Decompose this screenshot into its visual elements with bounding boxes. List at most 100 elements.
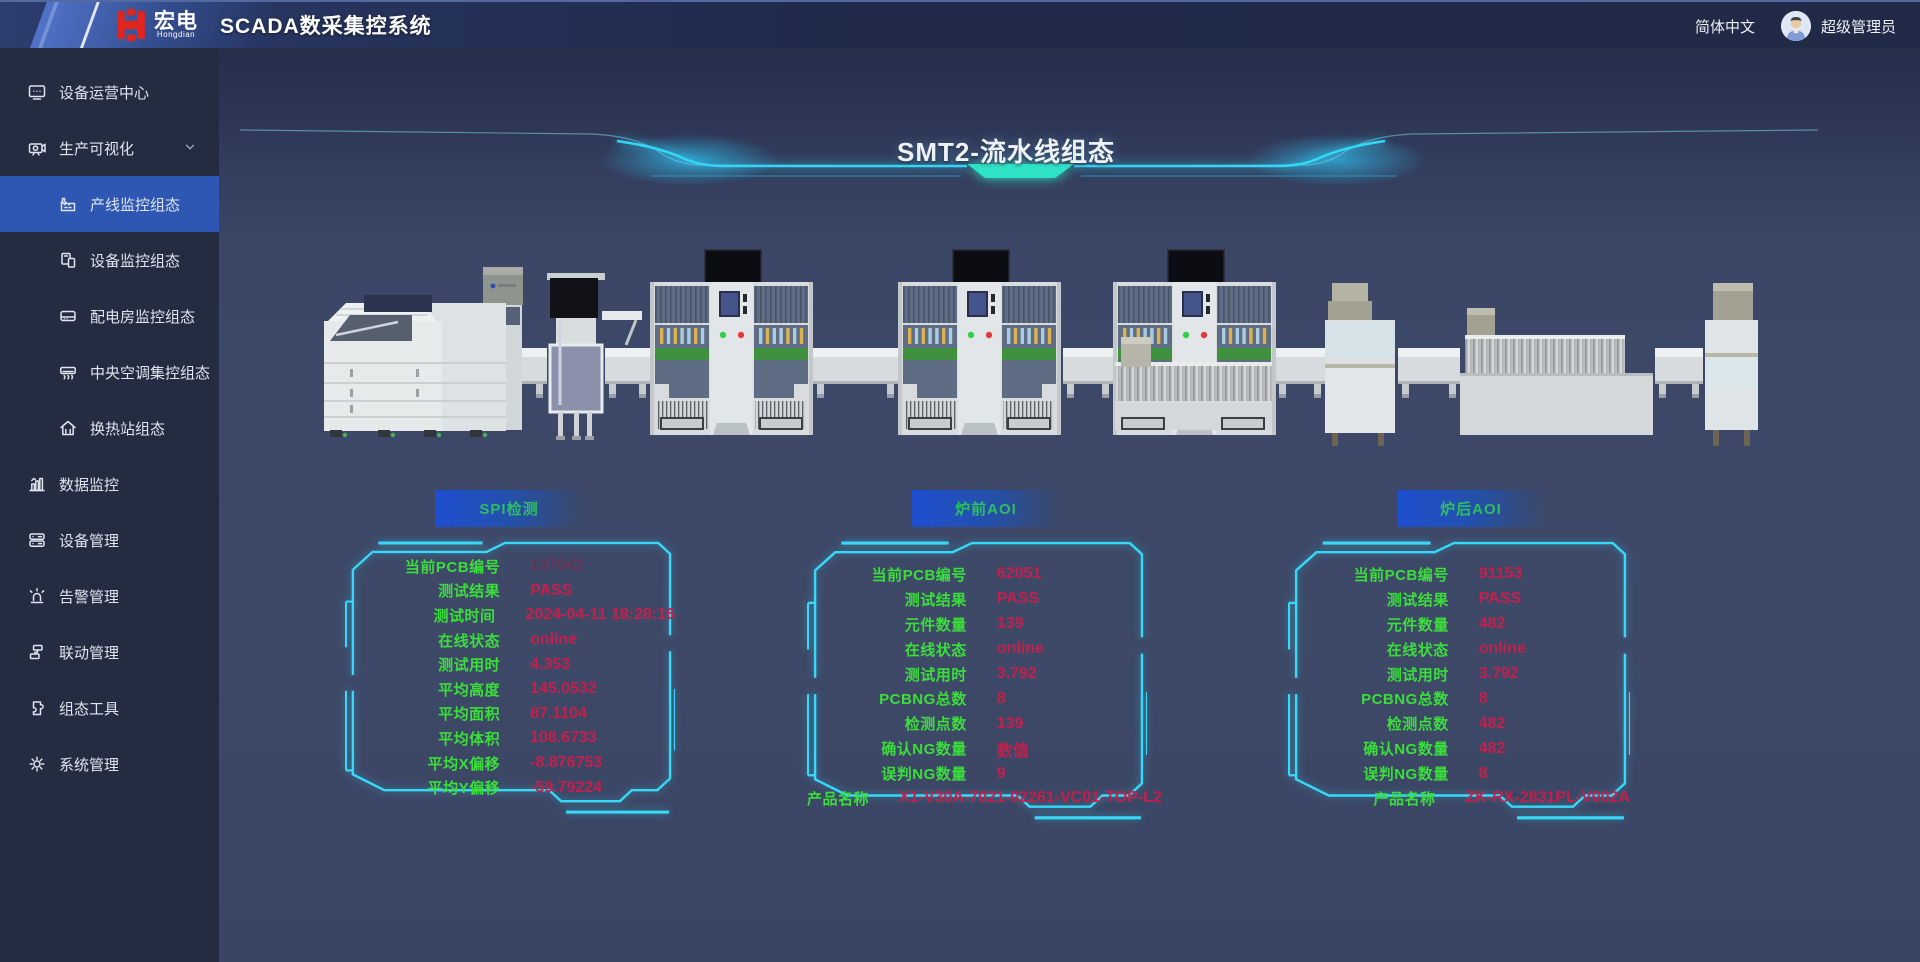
- station-badge-label: 炉前AOI: [955, 501, 1017, 518]
- panel-row: 在线状态 online: [345, 628, 675, 653]
- sidebar-item-config-tools[interactable]: 组态工具: [0, 680, 219, 736]
- field-label: 检测点数: [904, 716, 967, 734]
- page-title: SMT2-流水线组态: [896, 137, 1116, 167]
- field-label: 误判NG数量: [1363, 766, 1449, 784]
- data-panel-pre-aoi: 当前PCB编号 62051 测试结果 PASS 元件数量 139 在线状态 online 测试用…: [807, 540, 1162, 830]
- app-title: SCADA数采集控系统: [220, 15, 432, 38]
- linkage-icon: [27, 642, 47, 662]
- field-label: 元件数量: [1386, 616, 1449, 634]
- tech-frame-border: [1288, 541, 1630, 820]
- bar-chart-icon: [27, 474, 47, 494]
- field-label: 平均Y偏移: [427, 780, 501, 798]
- spi-inspection-machine: [547, 273, 642, 440]
- panel-row: 测试时间 2024-04-11 18:28:16: [345, 603, 675, 628]
- sidebar-item-alarm-management[interactable]: 告警管理: [0, 568, 219, 624]
- conveyor-segments: [505, 348, 1703, 398]
- field-value: 482: [1478, 714, 1506, 732]
- panel-row: PCBNG总数 8: [807, 686, 1147, 711]
- field-label: 产品名称: [807, 790, 870, 808]
- field-value: 8: [996, 689, 1006, 707]
- server-icon: [27, 530, 47, 550]
- panel-row: 确认NG数量 482: [1288, 736, 1630, 761]
- app-header: 宏电 Hongdian SCADA数采集控系统 简体中文 超级管理员: [0, 0, 1920, 48]
- sidebar-item-label: 设备管理: [59, 532, 120, 550]
- field-value: ZK-RX-2831PL-V002A: [1465, 789, 1631, 807]
- sidebar-item-label: 设备监控组态: [90, 252, 181, 270]
- field-label: 在线状态: [1386, 641, 1449, 659]
- unloader-machine: [1705, 283, 1758, 446]
- sidebar-item-production-visualization[interactable]: 生产可视化: [0, 120, 219, 176]
- field-value: 108.6733: [530, 729, 597, 747]
- field-value: online: [996, 640, 1044, 658]
- field-value: PASS: [530, 581, 573, 599]
- sidebar-item-device-management[interactable]: 设备管理: [0, 512, 219, 568]
- field-label: 测试结果: [904, 591, 967, 609]
- field-value: 145.0532: [530, 680, 597, 698]
- field-value: 3.792: [1478, 665, 1519, 682]
- sidebar-item-device-operation-center[interactable]: 设备运营中心: [0, 64, 219, 120]
- panel-row: 检测点数 482: [1288, 711, 1630, 736]
- station-badge-label: 炉后AOI: [1440, 501, 1502, 518]
- device-icon: [58, 250, 78, 270]
- panel-row: 产品名称 ZK-RX-2831PL-V002A: [1288, 786, 1630, 811]
- alarm-icon: [27, 586, 47, 606]
- field-label: 在线状态: [438, 632, 501, 650]
- hvac-icon: [58, 362, 78, 382]
- sidebar-item-label: 中央空调集控组态: [90, 364, 211, 382]
- field-label: PCBNG总数: [879, 691, 967, 709]
- panel-rows: 当前PCB编号 137042 测试结果 PASS 测试时间 2024-04-11 18:2…: [345, 554, 675, 800]
- brand-name: 宏电: [154, 9, 198, 33]
- field-value: 数值: [996, 742, 1029, 760]
- main-content: SMT2-流水线组态: [219, 48, 1920, 962]
- station-badge-pre-aoi: 炉前AOI: [912, 490, 1060, 527]
- sidebar-item-label: 联动管理: [59, 644, 120, 662]
- station-badge-label: SPI检测: [479, 501, 539, 518]
- panel-rows: 当前PCB编号 91153 测试结果 PASS 元件数量 482 在线状态 online 测试用…: [1288, 562, 1630, 811]
- field-value: online: [1478, 640, 1526, 658]
- panel-row: 平均X偏移 -8.876753: [345, 751, 675, 776]
- sidebar-item-linkage-management[interactable]: 联动管理: [0, 624, 219, 680]
- field-label: 当前PCB编号: [871, 566, 967, 584]
- panel-row: 当前PCB编号 137042: [345, 554, 675, 579]
- field-value: 139: [996, 714, 1024, 732]
- sidebar-item-label: 组态工具: [59, 700, 120, 718]
- avatar[interactable]: [1780, 11, 1811, 41]
- field-value: -8.876753: [530, 754, 603, 772]
- data-panel-post-aoi: 当前PCB编号 91153 测试结果 PASS 元件数量 482 在线状态 online 测试用…: [1288, 540, 1630, 830]
- sidebar-item-heat-station[interactable]: 换热站组态: [0, 400, 219, 456]
- sidebar-item-device-monitor[interactable]: 设备监控组态: [0, 232, 219, 288]
- sidebar-item-system-management[interactable]: 系统管理: [0, 736, 219, 792]
- panel-row: 测试结果 PASS: [807, 587, 1147, 612]
- panel-row: 平均体积 108.6733: [345, 726, 675, 751]
- field-value: 482: [1478, 615, 1506, 633]
- field-value: 8: [1478, 689, 1488, 707]
- panel-row: 测试用时 3.792: [807, 662, 1147, 687]
- field-value: 62051: [996, 565, 1042, 583]
- chevron-down-icon[interactable]: [183, 140, 197, 154]
- data-panel-spi: 当前PCB编号 137042 测试结果 PASS 测试时间 2024-04-11 18:2…: [345, 540, 675, 824]
- hongdian-logo-icon: [117, 9, 145, 41]
- field-label: 当前PCB编号: [1353, 566, 1449, 584]
- sidebar-item-data-monitor[interactable]: 数据监控: [0, 456, 219, 512]
- sidebar-item-hvac-monitor[interactable]: 中央空调集控组态: [0, 344, 219, 400]
- avatar-person-icon: [1780, 11, 1811, 41]
- user-menu[interactable]: 超级管理员: [1780, 11, 1896, 41]
- field-label: 平均面积: [438, 706, 501, 724]
- station-badge-spi: SPI检测: [435, 490, 583, 527]
- title-banner-decoration: [239, 129, 1819, 186]
- sidebar-item-label: 生产可视化: [59, 140, 135, 158]
- brand-logo: 宏电 Hongdian SCADA数采集控系统: [116, 9, 432, 41]
- field-value: X1-V30A-7021-02261-VC01-TOP-L2: [899, 789, 1162, 807]
- panel-row: 当前PCB编号 91153: [1288, 562, 1630, 587]
- sidebar-item-production-line-monitor[interactable]: 产线监控组态: [0, 176, 219, 232]
- field-label: 测试用时: [904, 666, 967, 684]
- puzzle-icon: [27, 698, 47, 718]
- sidebar-nav: 设备运营中心 生产可视化 产线监控组态 设备监控组态 配电房监控组态 中央空: [0, 48, 219, 962]
- panel-row: 平均Y偏移 -59.79224: [345, 775, 675, 800]
- language-switcher[interactable]: 简体中文: [1694, 18, 1755, 36]
- panel-row: 平均高度 145.0532: [345, 677, 675, 702]
- sidebar-item-label: 换热站组态: [90, 420, 166, 438]
- field-value: -59.79224: [530, 778, 603, 796]
- field-label: 平均X偏移: [427, 755, 501, 773]
- sidebar-item-power-room-monitor[interactable]: 配电房监控组态: [0, 288, 219, 344]
